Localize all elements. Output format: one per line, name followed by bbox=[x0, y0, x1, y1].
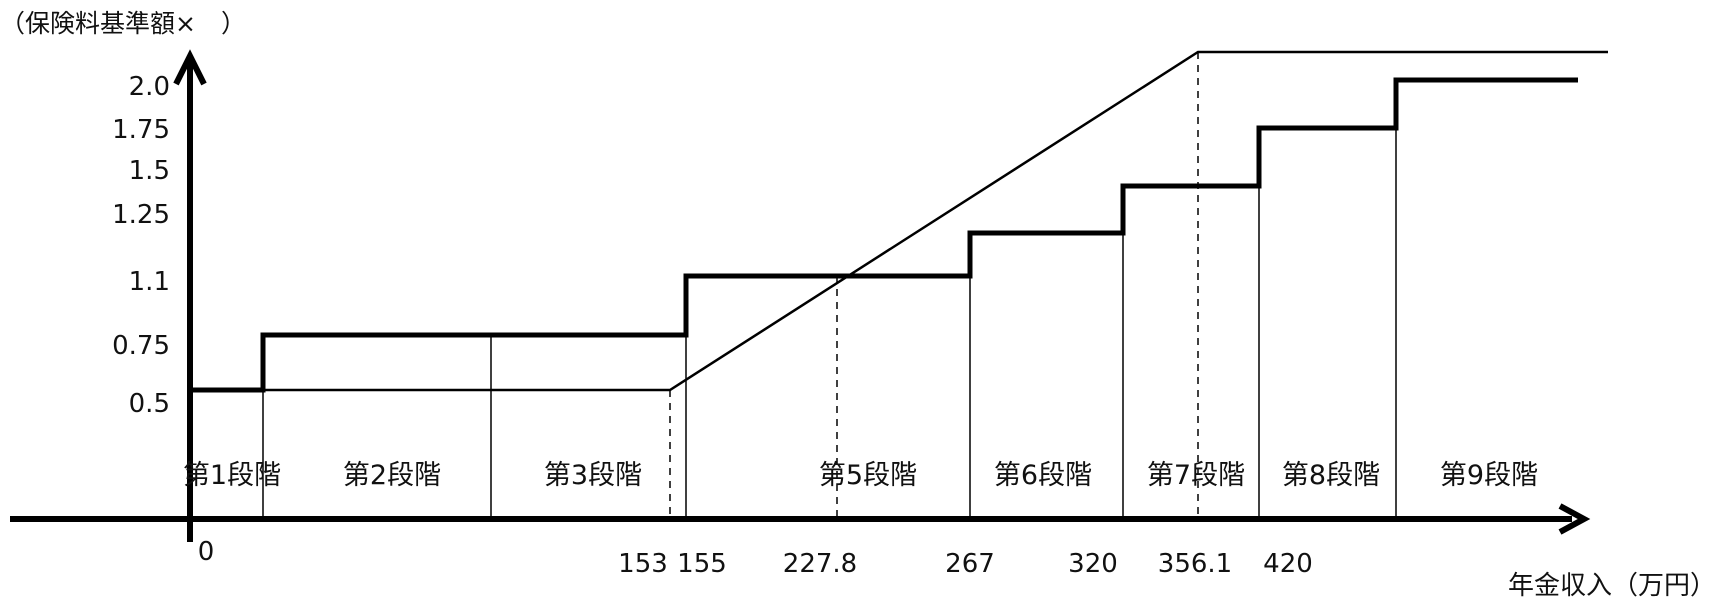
y-tick-label: 2.0 bbox=[129, 72, 170, 102]
x-tick-label: 356.1 bbox=[1158, 549, 1232, 579]
x-axis-label: 年金収入（万円） bbox=[1508, 571, 1716, 601]
y-tick-labels: 0.5 0.75 1.1 1.25 1.5 1.75 2.0 bbox=[112, 72, 170, 419]
stage-label: 第9段階 bbox=[1440, 460, 1538, 491]
stage-label: 第2段階 bbox=[343, 460, 441, 491]
stage-label: 第3段階 bbox=[544, 460, 642, 491]
stage-label: 第8段階 bbox=[1282, 460, 1380, 491]
x-tick-label: 227.8 bbox=[783, 549, 857, 579]
x-tick-label: 153 bbox=[618, 549, 668, 579]
x-tick-label: 0 bbox=[198, 537, 215, 567]
y-axis-arrow-icon bbox=[173, 49, 207, 86]
x-axis-arrow-icon bbox=[1558, 503, 1591, 535]
y-tick-label: 1.1 bbox=[129, 267, 170, 297]
dashed-guides bbox=[669, 52, 1199, 519]
y-tick-label: 0.5 bbox=[129, 389, 170, 419]
y-tick-label: 1.75 bbox=[112, 115, 170, 145]
stage-dividers bbox=[262, 128, 1397, 519]
x-tick-label: 267 bbox=[945, 549, 995, 579]
stage-label: 第1段階 bbox=[183, 460, 281, 491]
reference-line bbox=[190, 50, 1608, 392]
stage-label: 第5段階 bbox=[819, 460, 917, 491]
x-tick-labels: 0 153 155 227.8 267 320 356.1 420 bbox=[198, 537, 1313, 579]
x-tick-label: 420 bbox=[1263, 549, 1313, 579]
stage-label: 第7段階 bbox=[1147, 460, 1245, 491]
y-tick-label: 1.25 bbox=[112, 200, 170, 230]
x-tick-label: 320 bbox=[1068, 549, 1118, 579]
series-lines bbox=[190, 50, 1608, 393]
stage-label: 第6段階 bbox=[994, 460, 1092, 491]
stage-labels: 第1段階 第2段階 第3段階 第5段階 第6段階 第7段階 第8段階 第9段階 bbox=[183, 460, 1538, 491]
premium-step-line bbox=[190, 77, 1578, 393]
x-tick-label: 155 bbox=[677, 549, 727, 579]
y-axis-label: （保険料基準額× ） bbox=[0, 9, 246, 38]
y-tick-label: 1.5 bbox=[129, 156, 170, 186]
y-tick-label: 0.75 bbox=[112, 331, 170, 361]
